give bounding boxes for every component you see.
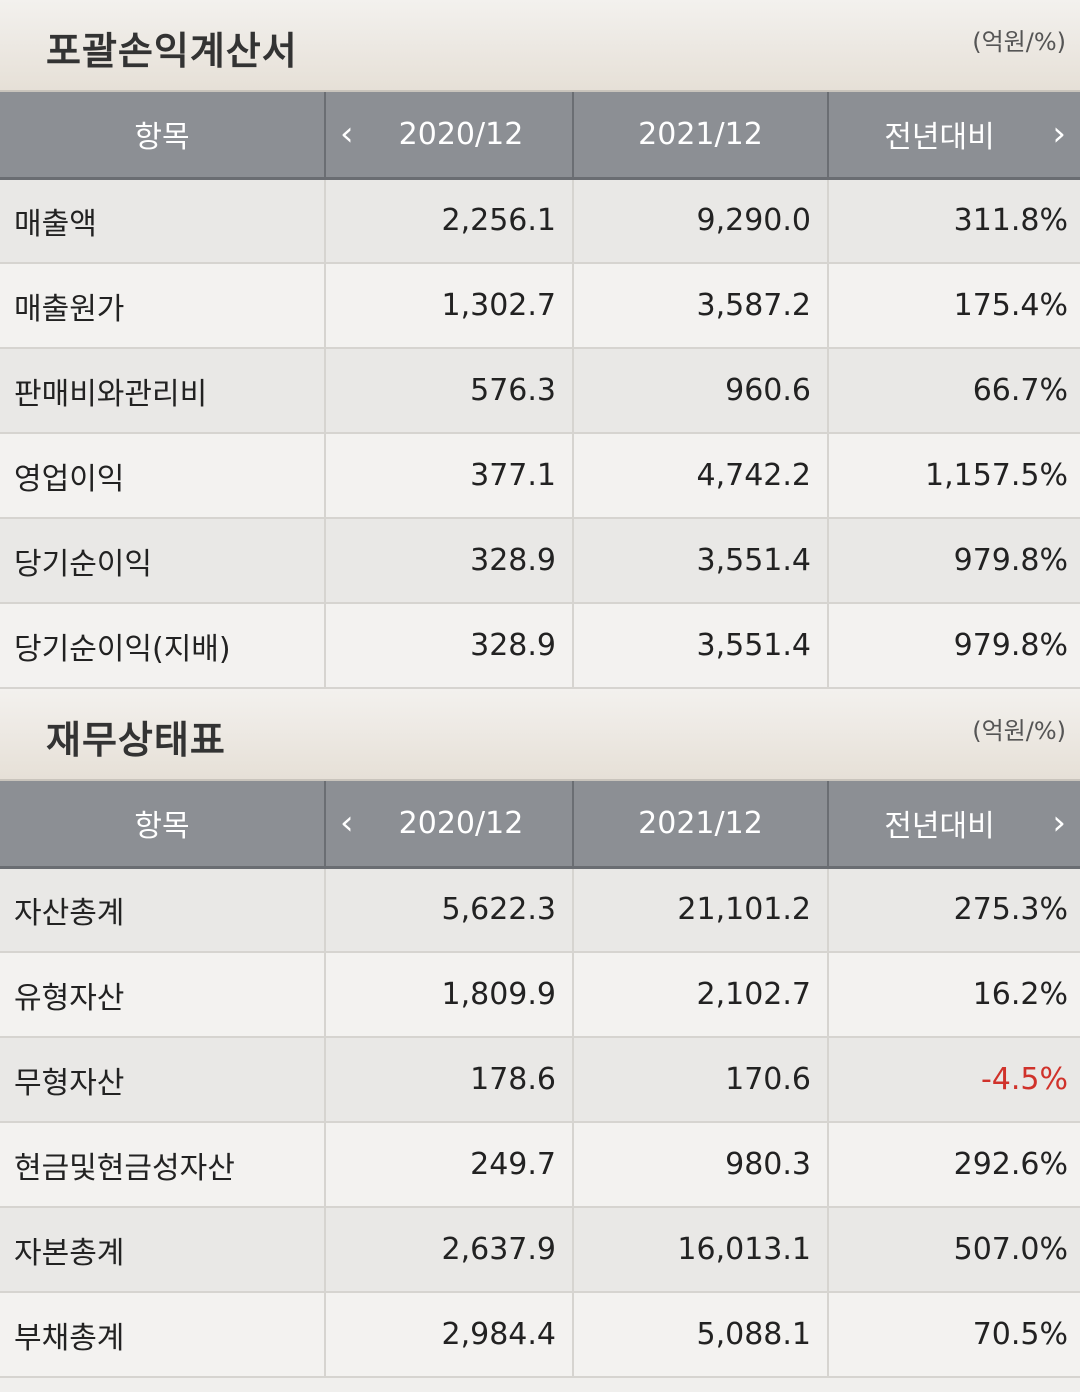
value-2020: 377.1 [325, 433, 574, 519]
value-2021: 3,551.4 [573, 518, 829, 604]
table-row: 매출액 2,256.1 9,290.0 311.8% [0, 178, 1080, 264]
value-2020: 1,809.9 [325, 952, 574, 1038]
value-2020: 328.9 [325, 603, 574, 689]
value-yoy: 507.0% [828, 1207, 1080, 1293]
table-row: 당기순이익(지배) 328.9 3,551.4 979.8% [0, 603, 1080, 689]
value-2021: 3,551.4 [573, 603, 829, 689]
value-yoy: 292.6% [828, 1122, 1080, 1208]
balance-col-2020-label: 2020/12 [398, 805, 524, 841]
income-col-yoy-label: 전년대비 [884, 120, 995, 156]
balance-col-item: 항목 [0, 781, 326, 869]
income-header-row: 항목 ‹ 2020/12 2021/12 전년대비 › [0, 92, 1080, 180]
table-row: 당기순이익 328.9 3,551.4 979.8% [0, 518, 1080, 604]
table-row: 판매비와관리비 576.3 960.6 66.7% [0, 348, 1080, 434]
income-unit-label: (억원/%) [972, 28, 1066, 56]
value-2021: 4,742.2 [573, 433, 829, 519]
balance-col-2021: 2021/12 [573, 781, 829, 869]
income-col-item: 항목 [0, 92, 326, 180]
value-yoy: 311.8% [828, 178, 1080, 264]
income-section-title: 포괄손익계산서 [46, 29, 298, 73]
value-2020: 178.6 [325, 1037, 574, 1123]
value-2020: 1,302.7 [325, 263, 574, 349]
value-2021: 2,102.7 [573, 952, 829, 1038]
chevron-right-icon[interactable]: › [1052, 114, 1066, 155]
balance-section-header: 재무상태표 (억원/%) [0, 689, 1080, 781]
table-row: 무형자산 178.6 170.6 -4.5% [0, 1037, 1080, 1123]
table-row: 유형자산 1,809.9 2,102.7 16.2% [0, 952, 1080, 1038]
value-2020: 249.7 [325, 1122, 574, 1208]
chevron-left-icon[interactable]: ‹ [340, 114, 354, 155]
table-row: 매출원가 1,302.7 3,587.2 175.4% [0, 263, 1080, 349]
value-yoy: 979.8% [828, 518, 1080, 604]
value-yoy: -4.5% [828, 1037, 1080, 1123]
balance-col-yoy: 전년대비 › [828, 781, 1080, 869]
chevron-right-icon[interactable]: › [1052, 803, 1066, 844]
value-yoy: 16.2% [828, 952, 1080, 1038]
table-row: 부채총계 2,984.4 5,088.1 70.5% [0, 1292, 1080, 1378]
value-2020: 2,637.9 [325, 1207, 574, 1293]
row-label: 자본총계 [0, 1207, 326, 1293]
value-yoy: 275.3% [828, 867, 1080, 953]
row-label: 영업이익 [0, 433, 326, 519]
value-2020: 328.9 [325, 518, 574, 604]
value-yoy: 979.8% [828, 603, 1080, 689]
row-label: 현금및현금성자산 [0, 1122, 326, 1208]
balance-col-yoy-label: 전년대비 [884, 809, 995, 845]
table-row: 자산총계 5,622.3 21,101.2 275.3% [0, 867, 1080, 953]
value-2021: 170.6 [573, 1037, 829, 1123]
income-table: 항목 ‹ 2020/12 2021/12 전년대비 › 매출액 2,256.1 9,… [0, 92, 1080, 689]
row-label: 자산총계 [0, 867, 326, 953]
balance-section-title: 재무상태표 [46, 718, 226, 762]
income-col-2020: ‹ 2020/12 [325, 92, 574, 180]
table-row: 현금및현금성자산 249.7 980.3 292.6% [0, 1122, 1080, 1208]
value-yoy: 70.5% [828, 1292, 1080, 1378]
value-2020: 576.3 [325, 348, 574, 434]
value-2021: 980.3 [573, 1122, 829, 1208]
value-2020: 2,984.4 [325, 1292, 574, 1378]
value-2020: 5,622.3 [325, 867, 574, 953]
balance-header-row: 항목 ‹ 2020/12 2021/12 전년대비 › [0, 781, 1080, 869]
row-label: 당기순이익 [0, 518, 326, 604]
row-label: 부채총계 [0, 1292, 326, 1378]
income-col-2020-label: 2020/12 [398, 116, 524, 152]
value-2021: 21,101.2 [573, 867, 829, 953]
income-col-2021: 2021/12 [573, 92, 829, 180]
value-yoy: 1,157.5% [828, 433, 1080, 519]
chevron-left-icon[interactable]: ‹ [340, 803, 354, 844]
value-2020: 2,256.1 [325, 178, 574, 264]
balance-table: 항목 ‹ 2020/12 2021/12 전년대비 › 자산총계 5,622.3 2… [0, 781, 1080, 1378]
row-label: 무형자산 [0, 1037, 326, 1123]
row-label: 매출원가 [0, 263, 326, 349]
row-label: 매출액 [0, 178, 326, 264]
value-yoy: 175.4% [828, 263, 1080, 349]
value-2021: 16,013.1 [573, 1207, 829, 1293]
value-2021: 960.6 [573, 348, 829, 434]
row-label: 판매비와관리비 [0, 348, 326, 434]
income-section-header: 포괄손익계산서 (억원/%) [0, 0, 1080, 92]
row-label: 당기순이익(지배) [0, 603, 326, 689]
table-row: 영업이익 377.1 4,742.2 1,157.5% [0, 433, 1080, 519]
row-label: 유형자산 [0, 952, 326, 1038]
value-2021: 5,088.1 [573, 1292, 829, 1378]
balance-col-2020: ‹ 2020/12 [325, 781, 574, 869]
value-yoy: 66.7% [828, 348, 1080, 434]
table-row: 자본총계 2,637.9 16,013.1 507.0% [0, 1207, 1080, 1293]
value-2021: 9,290.0 [573, 178, 829, 264]
balance-unit-label: (억원/%) [972, 717, 1066, 745]
value-2021: 3,587.2 [573, 263, 829, 349]
income-col-yoy: 전년대비 › [828, 92, 1080, 180]
